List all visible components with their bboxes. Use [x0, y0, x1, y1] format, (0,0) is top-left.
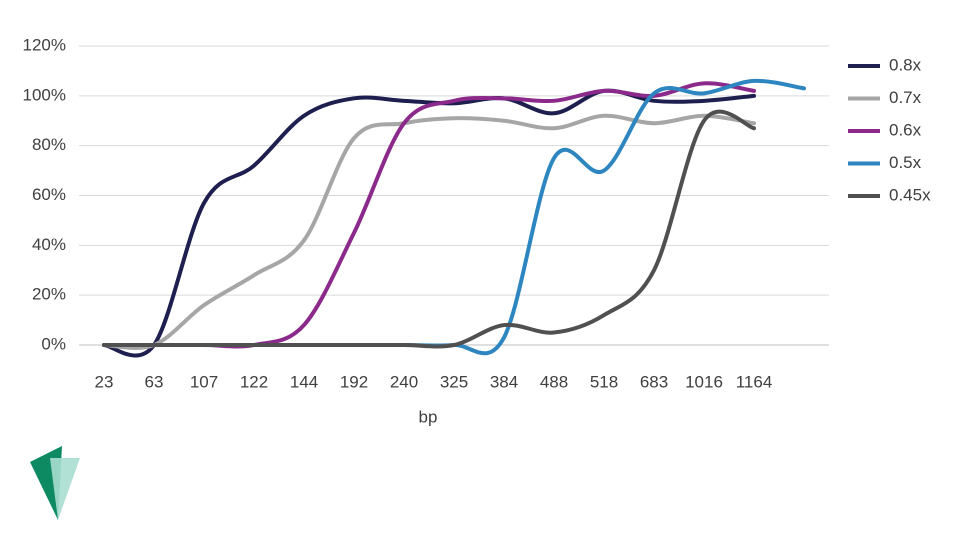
x-tick-label: 683: [640, 372, 668, 391]
y-tick-label: 120%: [23, 35, 66, 54]
series-line: [102, 113, 756, 350]
series-line: [102, 78, 806, 356]
x-tick-label: 23: [95, 372, 114, 391]
x-tick-label: 192: [340, 372, 368, 391]
y-tick-label: 60%: [32, 185, 66, 204]
legend-label: 0.5x: [889, 153, 922, 172]
y-tick-label: 40%: [32, 235, 66, 254]
legend-label: 0.8x: [889, 55, 922, 74]
x-tick-label: 325: [440, 372, 468, 391]
series-line: [102, 109, 756, 349]
x-tick-label: 144: [290, 372, 318, 391]
legend-label: 0.7x: [889, 88, 922, 107]
legend-label: 0.6x: [889, 120, 922, 139]
series-line: [102, 88, 756, 358]
x-tick-label: 63: [145, 372, 164, 391]
x-axis-label: bp: [419, 407, 438, 426]
logo: [30, 446, 80, 520]
x-tick-label: 1016: [685, 372, 723, 391]
y-tick-label: 0%: [41, 334, 66, 353]
x-tick-label: 122: [240, 372, 268, 391]
y-tick-label: 100%: [23, 85, 66, 104]
x-tick-label: 518: [590, 372, 618, 391]
y-tick-label: 80%: [32, 135, 66, 154]
y-tick-label: 20%: [32, 285, 66, 304]
x-tick-label: 384: [490, 372, 518, 391]
x-tick-label: 1164: [736, 372, 773, 391]
x-tick-label: 488: [540, 372, 568, 391]
x-tick-label: 240: [390, 372, 418, 391]
legend-label: 0.45x: [889, 185, 931, 204]
x-tick-label: 107: [190, 372, 218, 391]
